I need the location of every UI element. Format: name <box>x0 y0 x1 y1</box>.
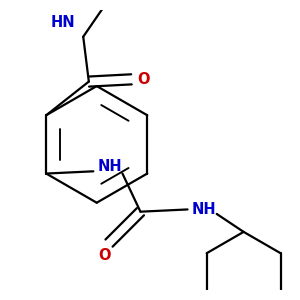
Text: NH: NH <box>192 202 217 217</box>
Text: O: O <box>98 248 111 262</box>
Text: O: O <box>137 72 150 87</box>
Text: HN: HN <box>51 15 75 30</box>
Text: NH: NH <box>98 159 122 174</box>
